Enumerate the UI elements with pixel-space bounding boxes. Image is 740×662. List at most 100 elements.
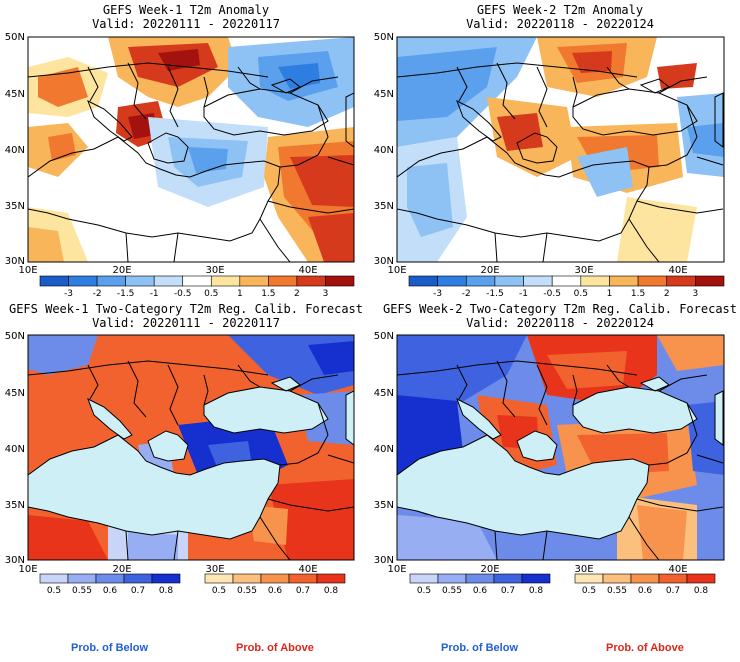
colorbar-swatch — [316, 573, 346, 584]
colorbar-swatch — [325, 275, 355, 287]
colorbar-swatch — [437, 275, 467, 287]
panel1-valid: Valid: 20220111 - 20220117 — [92, 17, 280, 31]
colorbar-label: 0.8 — [324, 586, 339, 596]
lat-labels-panel3: 50N 45N 40N 35N 30N — [5, 331, 25, 566]
lat-label: 50N — [5, 331, 25, 342]
lat-label: 50N — [374, 32, 394, 43]
colorbar-swatch — [465, 275, 496, 287]
colorbar-swatch — [204, 573, 234, 584]
colorbar-swatch — [67, 573, 97, 584]
lon-label: 10E — [18, 265, 37, 276]
panel2-valid: Valid: 20220118 - 20220124 — [466, 17, 654, 31]
colorbar-swatch — [494, 275, 524, 287]
lon-label: 20E — [112, 265, 131, 276]
colorbar-swatch — [609, 275, 639, 287]
colorbar-label: -1 — [519, 289, 528, 299]
colorbar-swatch — [95, 573, 125, 584]
colorbar-label: 0.7 — [296, 586, 310, 596]
lon-label: 40E — [668, 265, 687, 276]
colorbar-swatch — [68, 275, 98, 287]
colorbar-label: 0.5 — [204, 289, 218, 299]
lon-label: 20E — [480, 564, 499, 575]
anomaly-colorbar-week1: -3 -2 -1.5 -1 -0.5 0.5 1 1.5 2 3 — [39, 275, 355, 299]
colorbar-label: 1.5 — [261, 289, 275, 299]
lon-label: 10E — [387, 564, 406, 575]
lat-label: 45N — [374, 388, 394, 399]
lon-labels-panel1: 10E 20E 30E 40E — [18, 265, 317, 276]
colorbar-swatch — [210, 275, 241, 287]
lat-label: 40N — [5, 145, 25, 156]
colorbar-swatch — [493, 573, 523, 584]
colorbar-label: 0.55 — [442, 586, 462, 596]
colorbar-label: 0.55 — [72, 586, 92, 596]
colorbar-label: -2 — [462, 289, 471, 299]
lon-label: 10E — [387, 265, 406, 276]
legend-prob-above-left: Prob. of Above — [236, 642, 314, 654]
colorbar-swatch — [153, 275, 184, 287]
colorbar-swatch — [465, 573, 495, 584]
lat-labels-panel1: 50N 45N 40N 35N 30N — [5, 32, 25, 267]
lon-label: 20E — [480, 265, 499, 276]
lat-labels-panel2: 50N 45N 40N 35N 30N — [374, 32, 394, 267]
colorbar-label: 0.5 — [417, 586, 431, 596]
colorbar-swatch — [637, 275, 668, 287]
lon-label: 40E — [298, 564, 317, 575]
prob-below-colorbar-week2: 0.5 0.55 0.6 0.7 0.8 — [409, 573, 551, 596]
colorbar-label: -1 — [150, 289, 159, 299]
colorbar-swatch — [268, 275, 298, 287]
colorbar-label: -0.5 — [543, 289, 561, 299]
colorbar-label: 1.5 — [631, 289, 645, 299]
lat-label: 35N — [5, 500, 25, 511]
lat-label: 30N — [374, 256, 394, 267]
prob-above-colorbar-week1: 0.5 0.55 0.6 0.7 0.8 — [204, 573, 346, 596]
colorbar-label: -1.5 — [486, 289, 504, 299]
colorbar-label: 0.7 — [501, 586, 515, 596]
lat-label: 40N — [374, 145, 394, 156]
colorbar-label: -3 — [433, 289, 442, 299]
colorbar-swatch — [96, 275, 126, 287]
map-panel-week1-anomaly — [28, 37, 354, 262]
lon-label: 30E — [574, 564, 593, 575]
lon-label: 20E — [112, 564, 131, 575]
lat-label: 30N — [5, 256, 25, 267]
colorbar-label: 1 — [607, 289, 613, 299]
colorbar-label: 1 — [237, 289, 243, 299]
colorbar-swatch — [658, 573, 688, 584]
colorbar-swatch — [288, 573, 318, 584]
colorbar-swatch — [296, 275, 326, 287]
lon-label: 40E — [668, 564, 687, 575]
colorbar-label: 3 — [692, 289, 698, 299]
colorbar-label: 0.7 — [666, 586, 680, 596]
colorbar-label: 0.55 — [607, 586, 627, 596]
colorbar-swatch — [602, 573, 632, 584]
colorbar-label: 0.8 — [694, 586, 709, 596]
colorbar-swatch — [409, 573, 439, 584]
colorbar-swatch — [151, 573, 181, 584]
colorbar-label: 0.55 — [237, 586, 257, 596]
colorbar-label: 0.8 — [159, 586, 174, 596]
lat-label: 35N — [374, 500, 394, 511]
panel3-title: GEFS Week-1 Two-Category T2m Reg. Calib.… — [9, 302, 363, 316]
lon-label: 40E — [298, 265, 317, 276]
lat-label: 30N — [374, 555, 394, 566]
prob-below-colorbar-week1: 0.5 0.55 0.6 0.7 0.8 — [39, 573, 181, 596]
map-panel-week2-probability — [397, 335, 724, 560]
colorbar-swatch — [232, 573, 262, 584]
lon-labels-panel4: 10E 20E 30E 40E — [387, 564, 687, 575]
colorbar-label: -1.5 — [117, 289, 135, 299]
lat-label: 40N — [5, 444, 25, 455]
lon-labels-panel2: 10E 20E 30E 40E — [387, 265, 687, 276]
colorbar-swatch — [686, 573, 716, 584]
anomaly-colorbar-week2: -3 -2 -1.5 -1 -0.5 0.5 1 1.5 2 3 — [408, 275, 725, 299]
colorbar-label: 0.5 — [582, 586, 596, 596]
lat-label: 45N — [5, 89, 25, 100]
colorbar-swatch — [523, 275, 553, 287]
colorbar-label: -0.5 — [174, 289, 192, 299]
lon-label: 30E — [205, 564, 224, 575]
lat-label: 35N — [5, 201, 25, 212]
lat-label: 50N — [5, 32, 25, 43]
legend-prob-below-left: Prob. of Below — [71, 642, 148, 654]
lat-labels-panel4: 50N 45N 40N 35N 30N — [374, 331, 394, 566]
colorbar-label: 2 — [664, 289, 670, 299]
colorbar-label: 0.6 — [103, 586, 118, 596]
